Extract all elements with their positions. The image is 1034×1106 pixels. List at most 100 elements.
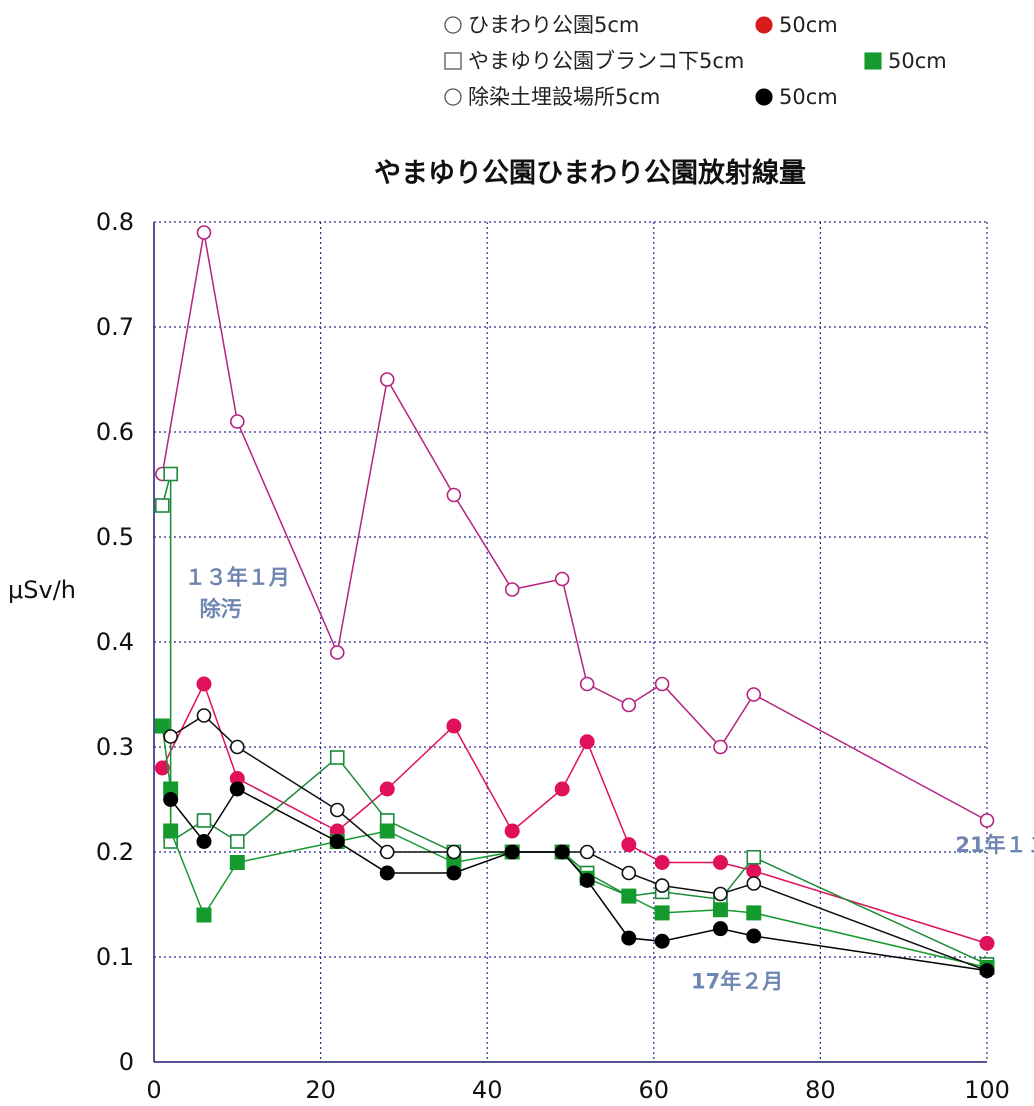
data-point: [196, 834, 212, 849]
data-point: [621, 865, 637, 881]
data-point: [746, 849, 762, 865]
series-line: [161, 473, 988, 966]
legend-item: やまゆり公園ブランコ下5cm: [444, 49, 744, 73]
legend-label: 除染土埋設場所5cm: [468, 85, 660, 109]
series-2: [155, 466, 995, 972]
data-point: [746, 928, 762, 944]
data-point: [746, 687, 762, 702]
data-point: [979, 935, 995, 951]
x-tick-label: 40: [472, 1076, 503, 1104]
data-point: [755, 16, 773, 34]
series-line: [161, 725, 988, 969]
y-tick-label: 0.8: [96, 208, 134, 236]
data-point: [654, 676, 670, 692]
data-point: [746, 863, 762, 879]
data-point: [654, 933, 670, 949]
data-point: [163, 729, 178, 744]
series-5: [163, 781, 995, 979]
data-point: [504, 582, 520, 597]
data-point: [654, 878, 670, 893]
data-point: [379, 844, 395, 860]
y-tick-label: 0.7: [96, 313, 134, 341]
legend-marker: [444, 52, 462, 70]
x-tick-label: 100: [964, 1076, 1010, 1104]
data-point: [230, 414, 245, 429]
data-point: [712, 902, 728, 918]
legend-item: 50cm: [755, 13, 838, 37]
legend-item: ひまわり公園5cm: [444, 13, 639, 37]
data-point: [329, 750, 345, 765]
series-1: [154, 676, 995, 951]
y-tick-label: 0: [119, 1048, 134, 1076]
y-tick-label: 0.1: [96, 943, 134, 971]
data-point: [579, 676, 595, 692]
data-point: [504, 823, 520, 839]
legend-item: 50cm: [755, 85, 838, 109]
annotation: 17年２月: [691, 970, 783, 994]
data-point: [155, 498, 170, 513]
data-point: [654, 855, 670, 870]
data-point: [713, 739, 728, 755]
data-point: [755, 88, 773, 106]
legend-label: やまゆり公園ブランコ下5cm: [468, 49, 744, 73]
data-point: [712, 855, 728, 870]
data-point: [379, 865, 395, 881]
series-0: [155, 225, 995, 828]
data-point: [979, 813, 995, 828]
data-point: [329, 834, 345, 849]
data-point: [163, 792, 179, 807]
series-line: [161, 682, 988, 945]
data-point: [579, 844, 595, 860]
data-point: [163, 466, 178, 482]
y-tick-label: 0.2: [96, 838, 134, 866]
data-point: [621, 697, 637, 713]
data-point: [196, 225, 212, 240]
data-point: [712, 921, 728, 937]
annotation: １３年１月: [185, 565, 290, 589]
data-point: [154, 718, 170, 734]
legend-item: 除染土埋設場所5cm: [444, 85, 660, 109]
legend-label: 50cm: [779, 85, 838, 109]
legend-marker: [444, 16, 462, 34]
data-point: [329, 645, 345, 660]
data-point: [379, 781, 395, 797]
series-layer: [154, 225, 995, 979]
legend-label: ひまわり公園5cm: [468, 13, 639, 37]
y-tick-label: 0.6: [96, 418, 134, 446]
data-point: [621, 888, 637, 904]
data-point: [196, 676, 212, 692]
data-point: [446, 844, 462, 860]
data-point: [196, 813, 212, 828]
data-point: [713, 886, 728, 902]
data-point: [379, 823, 395, 839]
data-point: [329, 802, 345, 818]
y-tick-label: 0.3: [96, 733, 134, 761]
data-point: [621, 930, 637, 946]
data-point: [746, 905, 762, 921]
data-point: [654, 905, 670, 921]
series-line: [170, 788, 988, 972]
y-tick-label: 0.5: [96, 523, 134, 551]
data-point: [446, 718, 462, 734]
data-point: [554, 781, 570, 797]
data-point: [446, 865, 462, 881]
gridlines: [154, 221, 988, 1062]
data-point: [579, 872, 595, 888]
data-point: [163, 823, 179, 839]
axes: [153, 222, 987, 1063]
data-point: [196, 907, 212, 923]
data-point: [621, 837, 637, 853]
x-tick-label: 0: [146, 1076, 161, 1104]
data-point: [504, 844, 520, 860]
data-point: [379, 372, 395, 387]
data-point: [864, 52, 882, 70]
y-tick-label: 0.4: [96, 628, 134, 656]
series-4: [163, 708, 995, 978]
y-axis-title: μSv/h: [8, 576, 76, 604]
legend: ひまわり公園5cm 50cm やまゆり公園ブランコ下5cm 50cm 除染土埋設場所5c…: [444, 13, 947, 109]
legend-label: 50cm: [888, 49, 947, 73]
annotation: 除汚: [200, 597, 242, 621]
data-point: [196, 708, 212, 723]
